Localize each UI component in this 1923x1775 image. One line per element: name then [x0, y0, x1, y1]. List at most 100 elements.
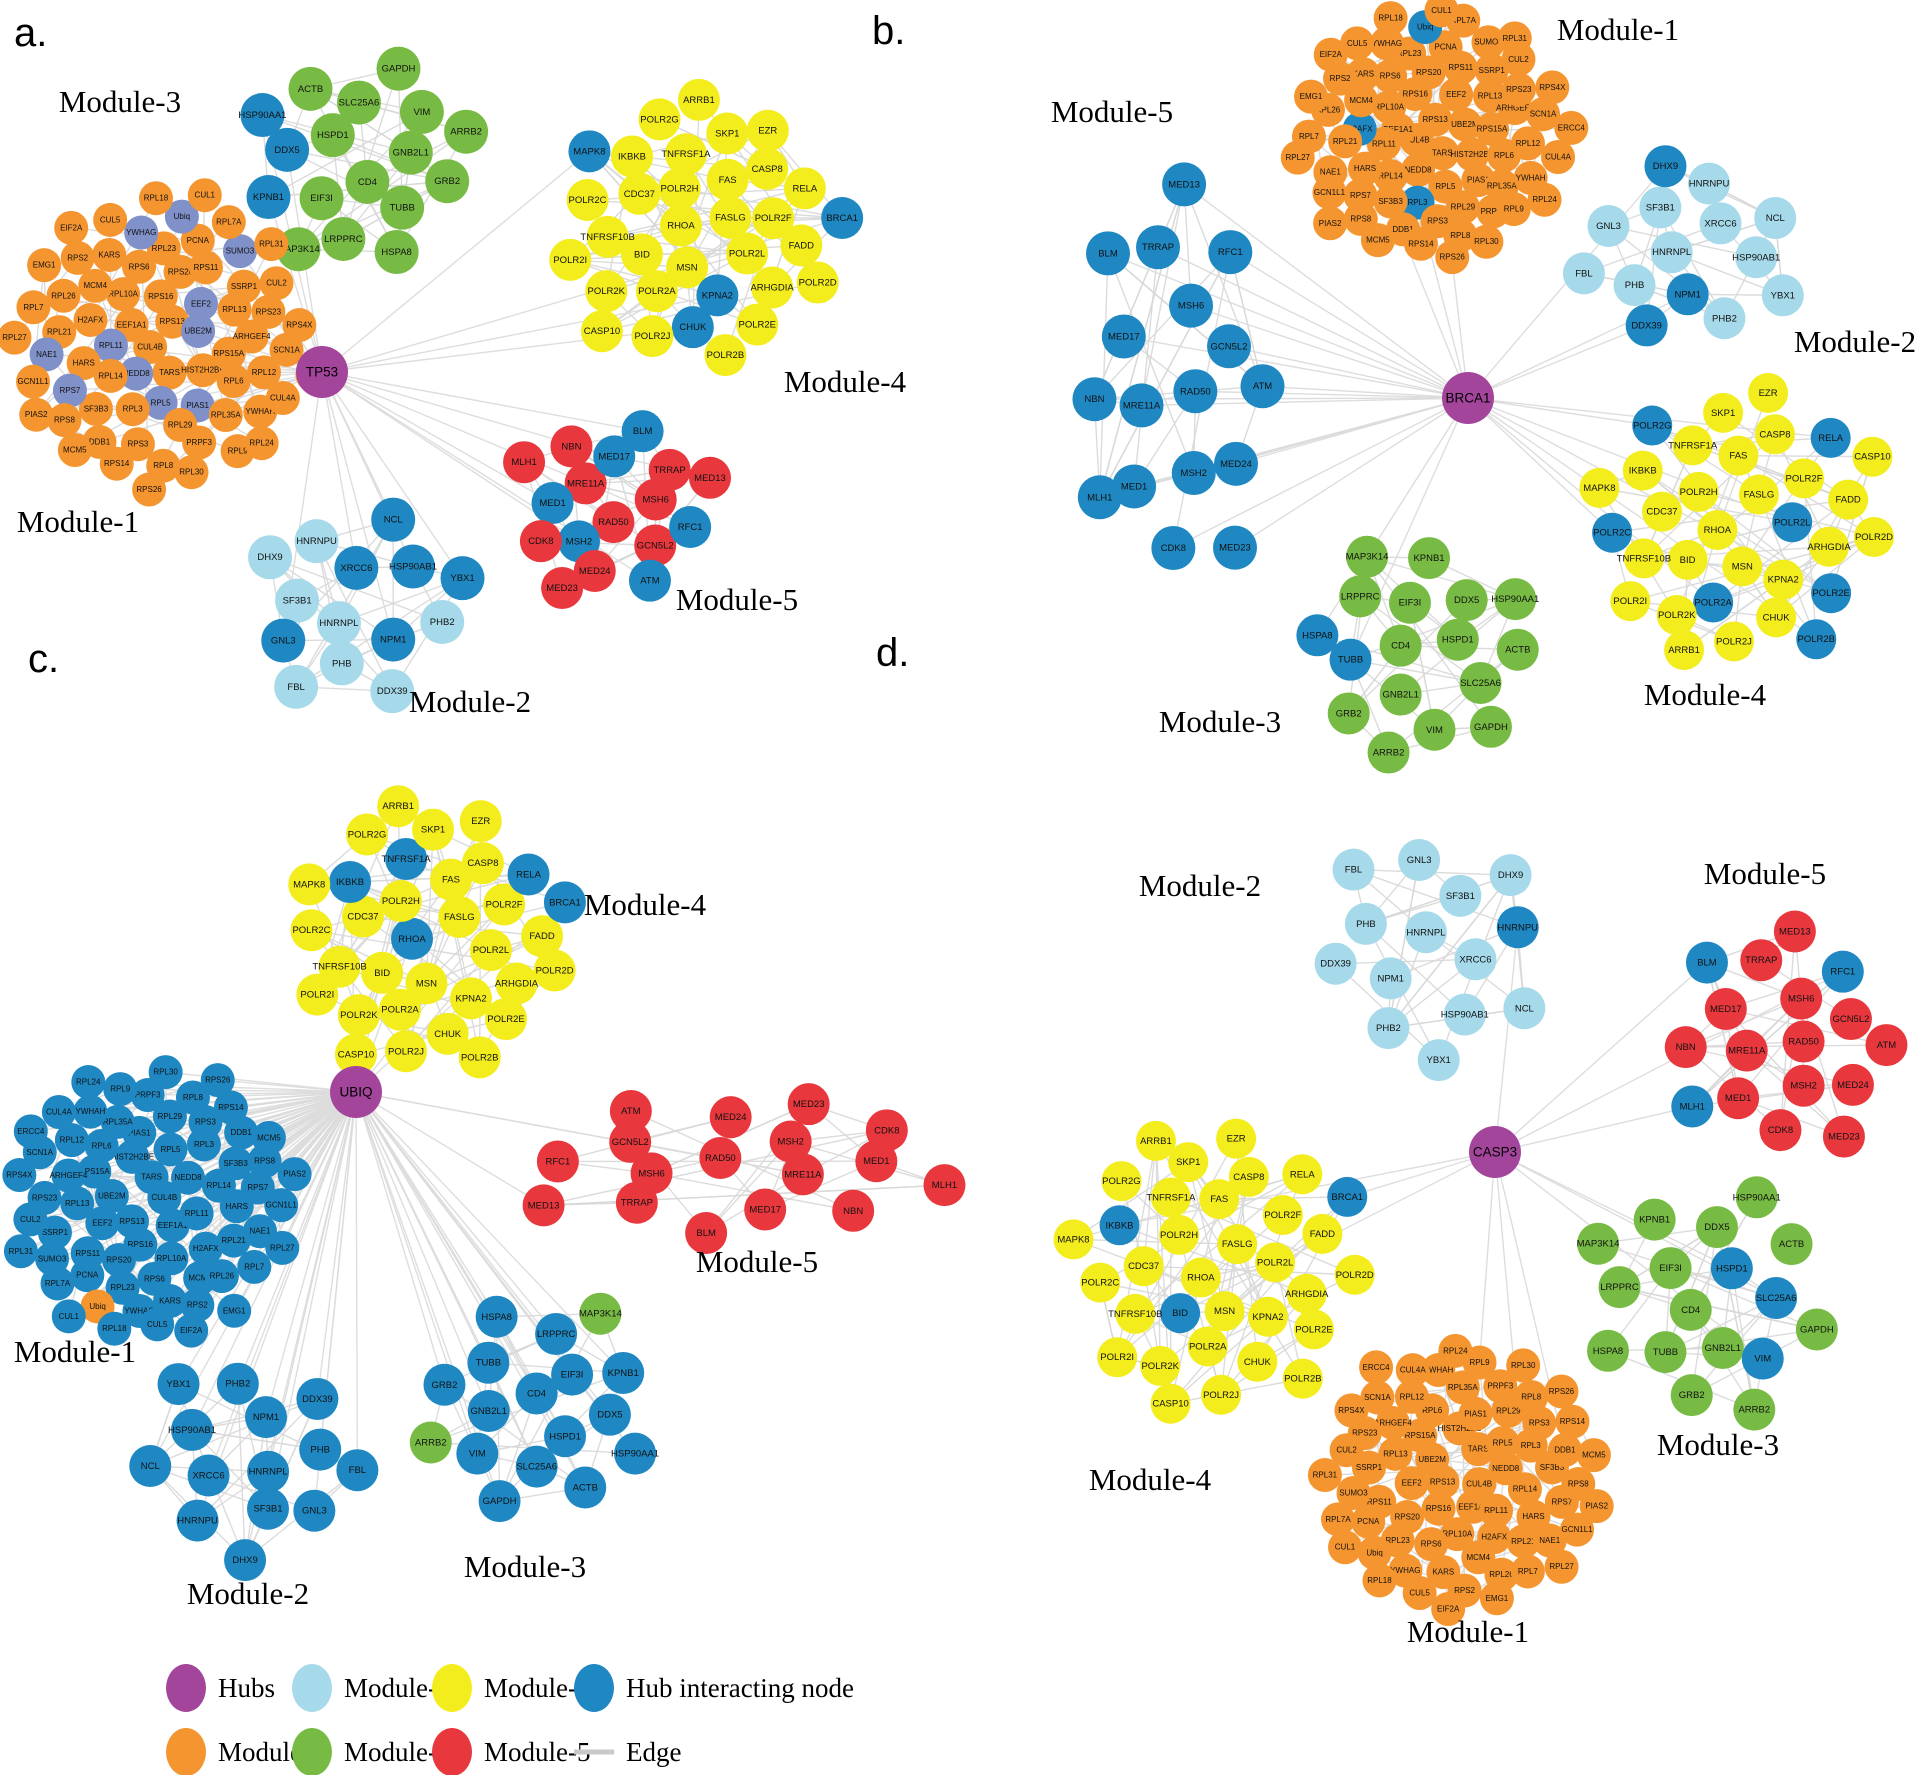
node-ddx39	[370, 669, 415, 714]
node-polr2k	[1140, 1345, 1181, 1386]
node-kpnb1	[1633, 1198, 1676, 1241]
node-rpl5	[1485, 1426, 1520, 1461]
node-ddx39	[1314, 942, 1357, 985]
node-label: SLC25A6	[516, 1462, 557, 1473]
node-label: CUL4A	[1400, 1366, 1426, 1375]
node-rpl12	[1510, 126, 1545, 161]
node-label: RPL6	[92, 1141, 113, 1150]
edge	[1142, 1140, 1157, 1267]
node-label: NAE1	[1539, 1536, 1560, 1545]
node-label: CUL4B	[151, 1193, 177, 1202]
hub-edge	[1195, 390, 1469, 399]
node-grb2	[425, 159, 470, 204]
hub-node-brca1	[1442, 372, 1494, 424]
node-label: RPS4X	[6, 1171, 33, 1180]
node-label: RPL24	[1532, 195, 1557, 204]
node-label: POLR2G	[1633, 421, 1672, 432]
node-label: IKBKB	[618, 151, 646, 162]
node-cul1	[1328, 1530, 1363, 1565]
edge	[310, 88, 467, 133]
node-label: RPS11	[75, 1249, 100, 1258]
node-gnl3	[261, 618, 306, 663]
node-rpl21	[216, 1223, 251, 1258]
node-label: XRCC6	[192, 1471, 224, 1482]
node-polr2h	[1678, 471, 1719, 512]
node-label: RPS16	[1403, 90, 1429, 99]
node-xrcc6	[187, 1454, 230, 1497]
node-label: ACTB	[1779, 1239, 1804, 1250]
node-ube2m	[1447, 107, 1482, 142]
node-prpf3	[130, 1078, 165, 1113]
node-faslg	[438, 895, 481, 938]
node-label: POLR2D	[536, 966, 574, 977]
module-label: Module-1	[1557, 12, 1679, 47]
node-label: DDX5	[1454, 595, 1479, 606]
node-label: BID	[374, 968, 390, 979]
node-label: GNB2L1	[393, 148, 429, 159]
legend-item-hub: Hubs	[166, 1664, 275, 1712]
node-label: PIAS1	[1464, 1409, 1487, 1418]
node-rpl12	[54, 1123, 89, 1158]
legend-item-edge: Edge	[574, 1737, 681, 1767]
node-ercc4	[1359, 1350, 1394, 1385]
node-kpna2	[1763, 559, 1804, 600]
module-label: Module-4	[584, 887, 707, 922]
node-label: KPNA2	[1252, 1312, 1283, 1323]
node-blm	[685, 1212, 728, 1255]
node-gapdh	[1795, 1308, 1838, 1351]
node-rpl13	[60, 1186, 95, 1221]
node-rhoa	[1697, 510, 1738, 551]
node-label: RPL5	[160, 1145, 181, 1154]
node-trrap	[1740, 939, 1783, 982]
node-ezr	[459, 800, 502, 843]
node-mcm5	[251, 1120, 286, 1155]
node-gnl3	[1398, 838, 1441, 881]
node-label: RPL14	[98, 371, 123, 380]
node-rpl30	[1469, 224, 1504, 259]
node-dhx9	[1644, 145, 1687, 188]
node-rps23	[251, 294, 286, 329]
node-label: GCN1L1	[1314, 188, 1346, 197]
node-hars	[1347, 151, 1382, 186]
node-label: RFC1	[1218, 247, 1243, 258]
node-hnrnpu	[1496, 906, 1539, 949]
node-eif3i	[1649, 1247, 1692, 1290]
node-label: CASP10	[1854, 452, 1890, 463]
node-label: KPNB1	[608, 1368, 639, 1379]
node-label: PCNA	[1435, 43, 1458, 52]
node-label: RELA	[516, 869, 541, 880]
node-rpl31	[1497, 21, 1532, 56]
edge	[237, 1383, 246, 1561]
node-eef2	[1394, 1466, 1429, 1501]
hub-edge	[267, 1091, 357, 1509]
node-atm	[609, 1089, 652, 1132]
node-rps23	[1501, 72, 1536, 107]
node-label: HIST2H2BE	[181, 366, 225, 375]
node-mapk8	[568, 130, 611, 173]
node-rela	[1810, 417, 1851, 458]
node-tubb	[1329, 638, 1372, 681]
node-label: RPS20	[106, 1256, 132, 1265]
node-label: MSH2	[566, 536, 592, 547]
node-hsp90ab1	[171, 1408, 214, 1451]
edge	[269, 556, 394, 641]
node-label: CDC37	[347, 912, 378, 923]
node-label: POLR2B	[461, 1052, 499, 1063]
module-label: Module-3	[1657, 1427, 1779, 1462]
node-label: KPNA2	[702, 290, 733, 301]
node-med13	[1162, 162, 1207, 207]
node-ezr	[746, 109, 789, 152]
node-label: HSPA8	[481, 1312, 511, 1323]
node-mapk8	[288, 863, 331, 906]
node-phb	[299, 1428, 342, 1471]
node-mre11a	[1119, 383, 1164, 428]
node-label: RPL26	[210, 1272, 235, 1281]
node-label: MED1	[863, 1156, 889, 1167]
node-label: HIST2H2BE	[1438, 1424, 1482, 1433]
node-label: RPL14	[207, 1181, 232, 1190]
node-label: YWHAH	[245, 407, 275, 416]
node-label: POLR2A	[638, 286, 676, 297]
node-rpl31	[1307, 1458, 1342, 1493]
node-label: CASP10	[1152, 1399, 1188, 1410]
hub-edge	[355, 1091, 498, 1318]
